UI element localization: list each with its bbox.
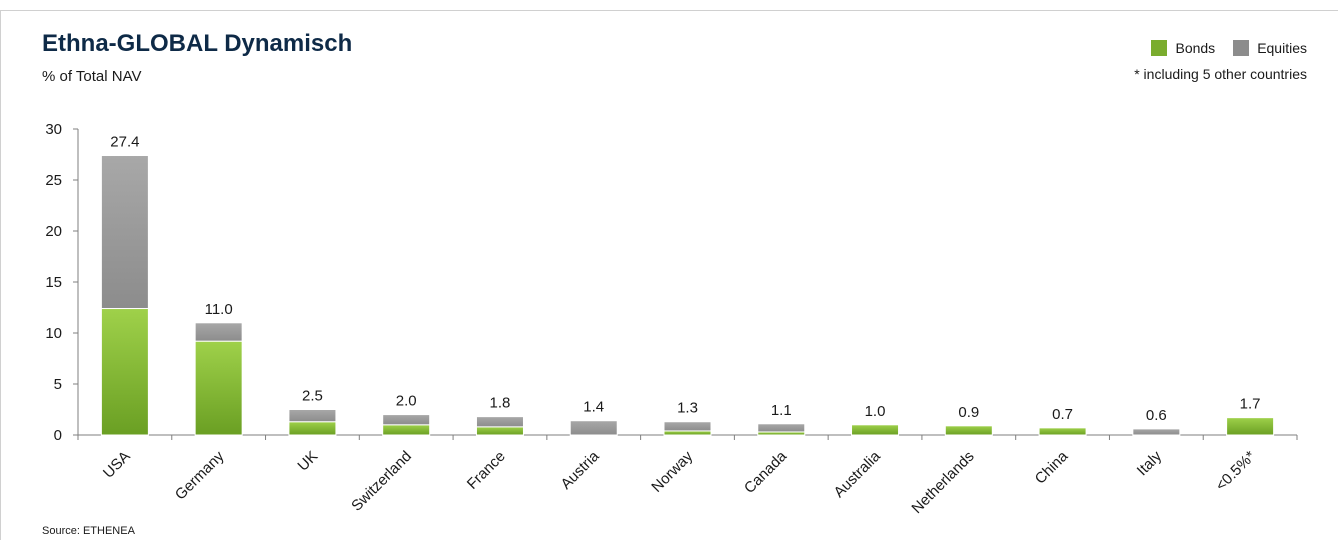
bar-bonds (475, 426, 524, 436)
x-tick-label: Australia (831, 447, 885, 501)
bar-bonds (944, 425, 993, 436)
x-tick-label: China (1032, 447, 1072, 487)
x-tick-label: France (464, 448, 509, 493)
footnote: * including 5 other countries (1134, 66, 1307, 82)
legend: Bonds Equities (1133, 40, 1307, 56)
y-tick-label: 25 (45, 172, 62, 189)
y-tick-label: 0 (54, 427, 62, 444)
data-label: 1.7 (1240, 396, 1261, 413)
x-tick-label: Canada (741, 447, 791, 497)
data-label: 11.0 (205, 301, 233, 318)
bar-bonds (1038, 427, 1087, 436)
y-tick-label: 30 (45, 121, 62, 138)
bar-bonds (663, 430, 712, 436)
data-label: 27.4 (110, 134, 139, 151)
data-label: 2.5 (302, 388, 323, 405)
data-label: 0.9 (958, 404, 979, 421)
data-label: 1.3 (677, 400, 698, 417)
bar-equities (475, 416, 524, 428)
x-tick-label: Switzerland (348, 448, 415, 515)
y-tick-label: 10 (45, 325, 62, 342)
bar-bonds (288, 421, 337, 436)
x-tick-label: Italy (1134, 447, 1166, 479)
y-tick-label: 5 (54, 376, 62, 393)
bar-bonds (1226, 417, 1275, 436)
data-label: 1.4 (583, 399, 604, 416)
axes: 0 5 10 15 20 25 30 (45, 121, 1298, 444)
labels: 27.4 USA 11.0 Germany 2.5 UK 2.0 Switzerland 1.8… (100, 134, 1261, 518)
data-label: 0.7 (1052, 406, 1073, 423)
bar-equities (569, 420, 618, 436)
bar-bonds (194, 340, 243, 436)
chart-subtitle: % of Total NAV (42, 68, 142, 85)
bar-bonds (851, 424, 900, 436)
chart-frame (0, 10, 1338, 540)
data-label: 0.6 (1146, 407, 1167, 424)
data-label: 1.0 (865, 403, 886, 420)
bar-bonds (382, 424, 431, 436)
x-tick-label: UK (294, 448, 321, 475)
bar-equities (100, 155, 149, 310)
data-label: 1.8 (490, 395, 511, 412)
bar-equities (194, 322, 243, 342)
x-tick-label: Netherlands (908, 448, 977, 517)
legend-label-bonds: Bonds (1175, 40, 1216, 56)
legend-swatch-equities (1233, 40, 1250, 56)
legend-swatch-bonds (1151, 40, 1168, 56)
y-tick-label: 15 (45, 274, 62, 291)
bar-equities (663, 421, 712, 432)
legend-item-bonds: Bonds (1151, 40, 1215, 56)
legend-item-equities: Equities (1233, 40, 1307, 56)
data-label: 1.1 (771, 402, 792, 419)
data-label: 2.0 (396, 393, 417, 410)
x-tick-label: USA (100, 448, 134, 482)
x-tick-label: Norway (648, 447, 696, 495)
y-tick-label: 20 (45, 223, 62, 240)
x-tick-label: <0.5%* (1212, 448, 1259, 495)
x-tick-label: Germany (172, 447, 228, 503)
bars (100, 155, 1275, 436)
legend-label-equities: Equities (1257, 40, 1307, 56)
bar-equities (382, 414, 431, 426)
bar-equities (757, 423, 806, 433)
bar-equities (288, 409, 337, 423)
bar-equities (1132, 428, 1181, 436)
chart-title: Ethna-GLOBAL Dynamisch (42, 30, 353, 57)
x-tick-label: Austria (558, 447, 603, 492)
bar-bonds (100, 308, 149, 436)
source-note: Source: ETHENEA (42, 525, 135, 537)
